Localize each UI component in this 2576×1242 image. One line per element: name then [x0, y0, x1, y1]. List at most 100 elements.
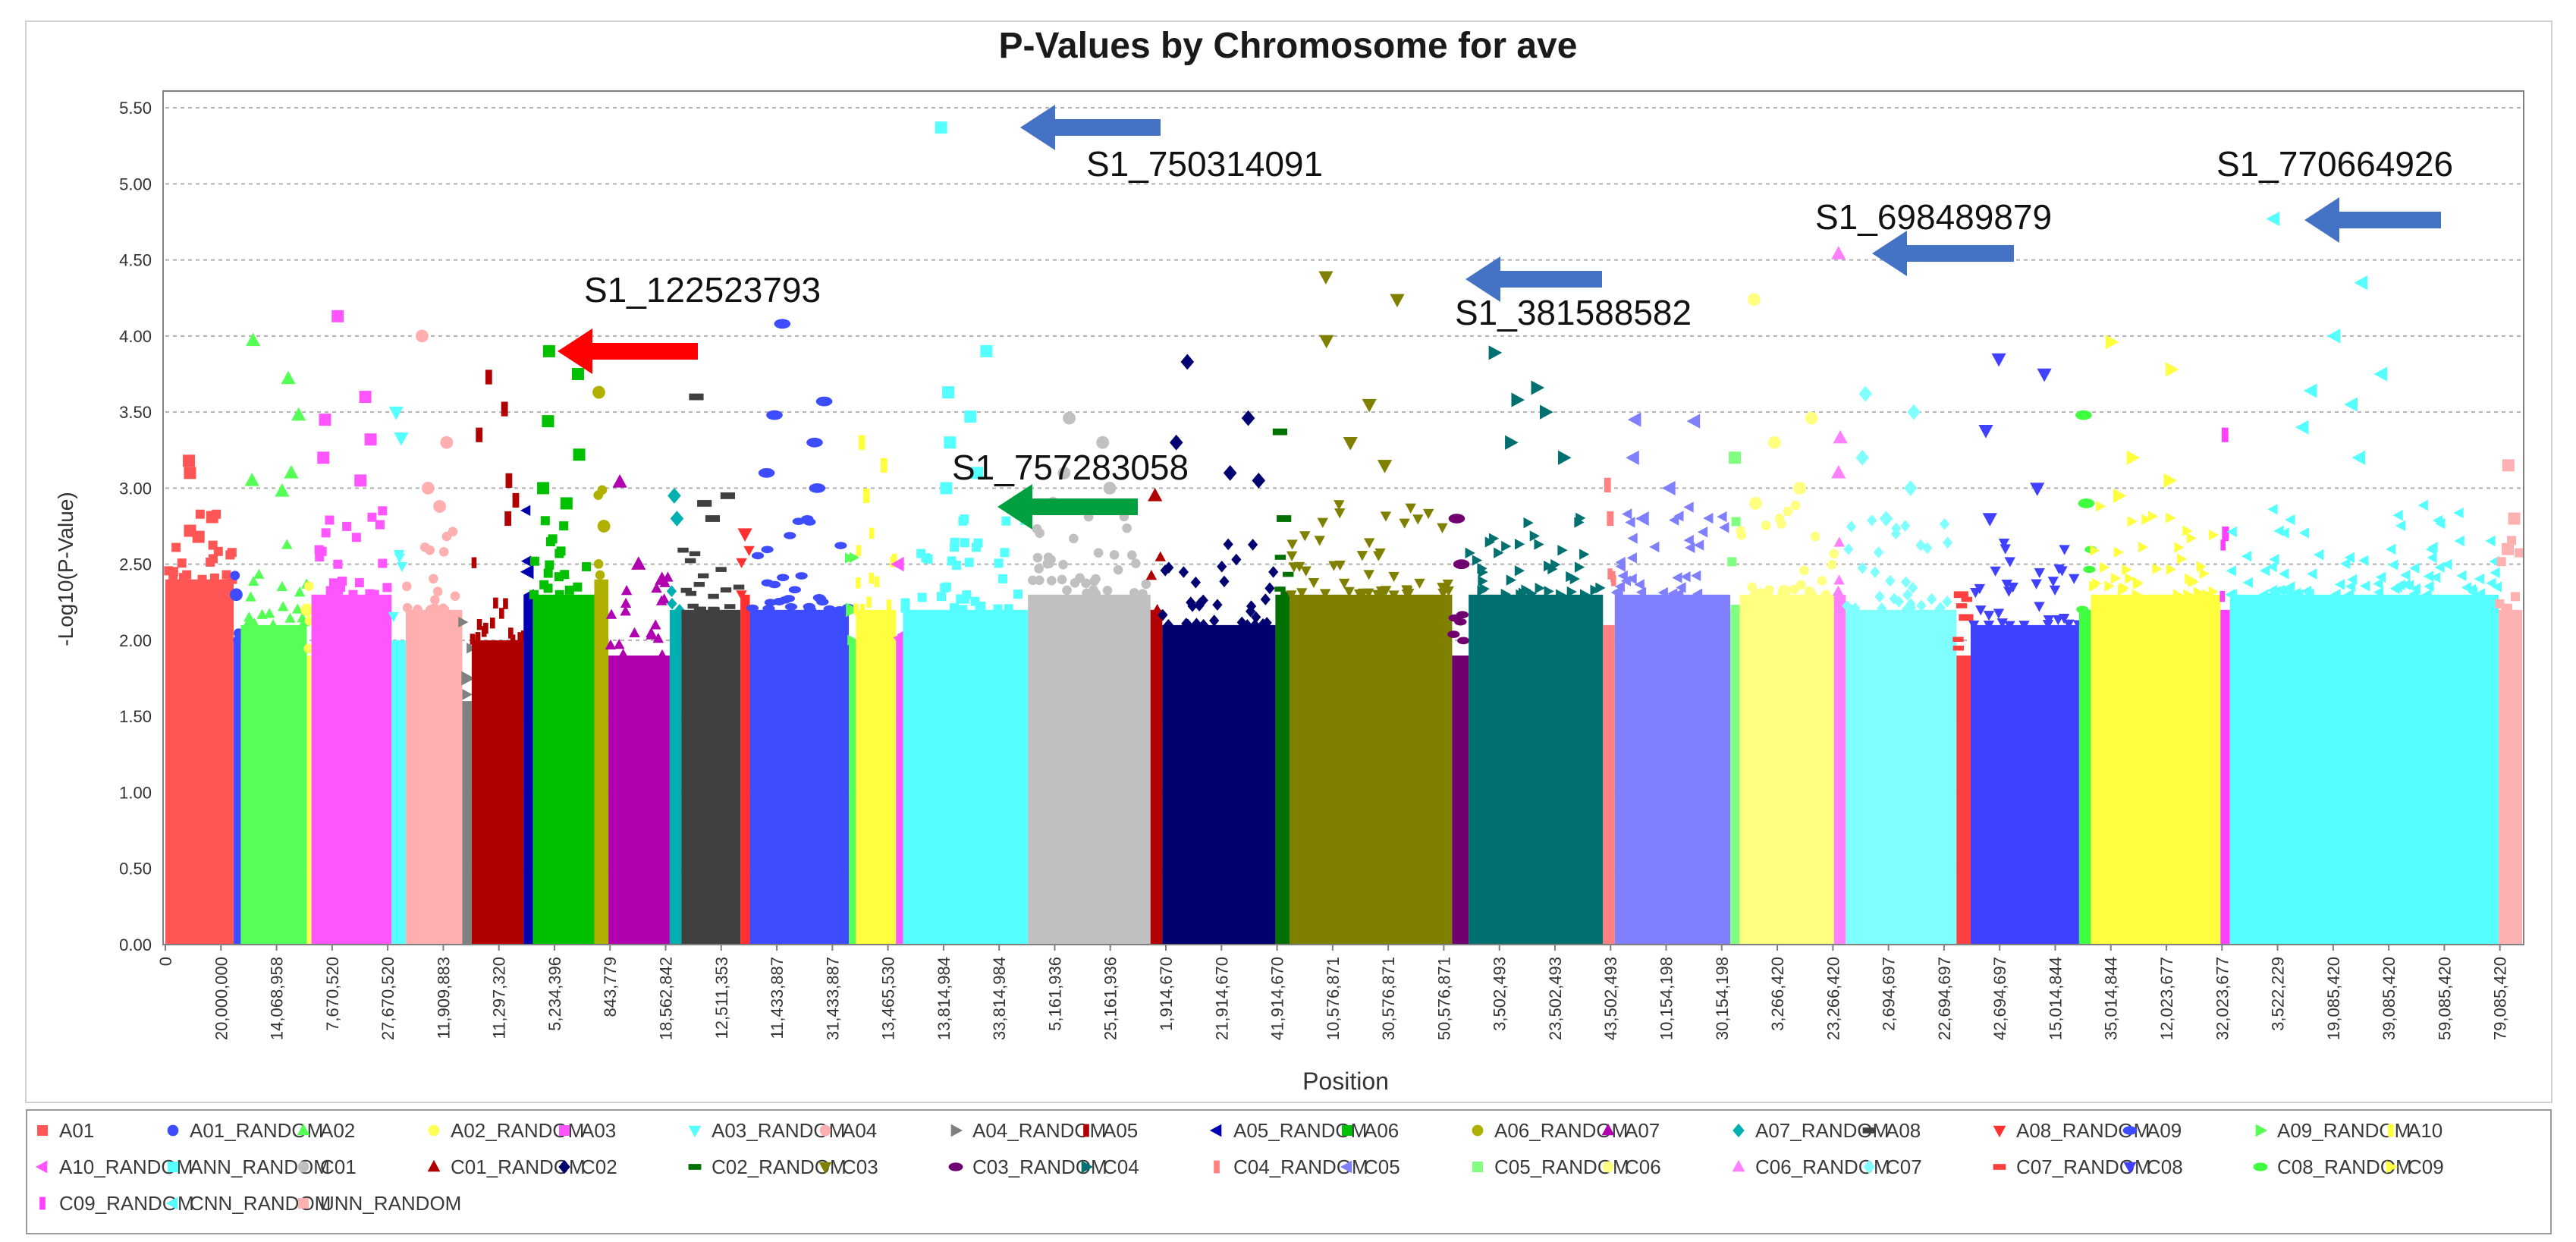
annotation-label: S1_757283058 [952, 448, 1189, 487]
data-point [2427, 542, 2438, 553]
data-point [2386, 543, 2396, 555]
data-point [419, 542, 430, 552]
data-point [1610, 575, 1616, 586]
peak-point [192, 530, 205, 543]
data-point [476, 618, 482, 630]
data-point [2279, 527, 2289, 539]
data-point [2330, 589, 2341, 600]
data-point [1296, 588, 1308, 599]
peak-point [1686, 413, 1701, 429]
data-point [1755, 590, 1765, 599]
data-point [429, 574, 438, 584]
legend-marker [39, 1196, 46, 1210]
peak-point [880, 457, 887, 473]
data-point [342, 521, 352, 531]
data-point [2400, 569, 2411, 581]
data-point [916, 549, 926, 558]
x-tick-label: 13,814,984 [935, 957, 953, 1040]
legend-item-c05-random: C05_RANDOM [1470, 1152, 1629, 1182]
legend-marker [427, 1159, 441, 1172]
data-point [605, 608, 617, 619]
series-body [391, 640, 406, 945]
legend-marker [1601, 1123, 1615, 1136]
data-point [736, 590, 747, 601]
data-point [1846, 604, 1857, 616]
data-point [1286, 590, 1297, 601]
data-point [1264, 582, 1275, 595]
data-point [1833, 536, 1845, 547]
data-point [1198, 618, 1209, 631]
data-point [947, 556, 957, 566]
annotation-s1_770664926: S1_770664926 [2216, 144, 2453, 243]
data-point [746, 604, 759, 612]
data-point [1032, 552, 1043, 563]
data-point [1299, 531, 1311, 542]
data-point [336, 583, 346, 593]
series-body [240, 624, 307, 945]
data-point [493, 597, 498, 609]
data-point [2147, 511, 2159, 522]
peak-point [1991, 353, 2006, 367]
data-point [1437, 523, 1448, 533]
data-point [1286, 551, 1298, 561]
y-tick-label: 2.50 [119, 555, 152, 574]
series-body [1614, 594, 1731, 945]
data-point [1873, 546, 1884, 558]
peak-point [319, 413, 331, 426]
peak-point [2354, 275, 2368, 291]
y-tick-label: 3.50 [119, 403, 152, 422]
legend-marker-icon [1732, 1159, 1745, 1172]
data-point [1195, 597, 1205, 609]
data-point [1523, 517, 1534, 529]
peak-point [1858, 385, 1873, 402]
peak-point [2165, 362, 2179, 377]
data-point [1820, 590, 1831, 599]
data-point [1399, 518, 1410, 529]
data-point [351, 533, 361, 542]
data-point [1286, 539, 1298, 550]
x-tick-label: 31,433,887 [823, 957, 842, 1040]
data-point [2049, 585, 2061, 596]
data-point [1685, 542, 1695, 554]
legend-marker-icon [167, 1124, 179, 1137]
data-point [432, 586, 443, 597]
legend-marker-icon [168, 1162, 178, 1172]
data-point [651, 582, 662, 593]
series-body [306, 655, 312, 945]
data-point [693, 581, 705, 587]
series-c06 [1736, 293, 1839, 945]
legend-label: A07 [1625, 1118, 1660, 1142]
series-c05-random [1727, 451, 1742, 945]
peak-point [1488, 345, 1503, 360]
peak-point [1539, 404, 1553, 420]
series-body [405, 609, 463, 945]
data-point [1843, 542, 1854, 555]
data-point [687, 603, 699, 609]
data-point [1371, 590, 1384, 600]
annotation-s1_750314091: S1_750314091 [1020, 105, 1323, 184]
data-point [303, 643, 314, 654]
data-point [2298, 527, 2310, 539]
data-point [834, 542, 847, 549]
x-tick-label: 23,502,493 [1546, 957, 1565, 1040]
data-point [2507, 536, 2517, 546]
data-point [375, 520, 385, 530]
data-point [1126, 550, 1137, 561]
data-point [426, 605, 435, 615]
legend-label: A05 [1103, 1118, 1139, 1142]
peak-point [2105, 335, 2119, 350]
x-tick-label: 30,154,198 [1713, 957, 1732, 1040]
legend-marker-icon [428, 1124, 440, 1137]
series-body [471, 640, 524, 945]
legend-item-c07: C07 [1861, 1152, 1922, 1182]
series-body [608, 655, 670, 945]
data-point [1829, 549, 1839, 559]
series-body [1162, 624, 1276, 945]
series-a06-random [592, 385, 611, 945]
peak-point [891, 557, 904, 572]
peak-point [501, 401, 508, 417]
data-point [253, 568, 265, 579]
data-point [1961, 596, 1973, 602]
data-point [1412, 514, 1424, 525]
data-point [1091, 589, 1101, 599]
